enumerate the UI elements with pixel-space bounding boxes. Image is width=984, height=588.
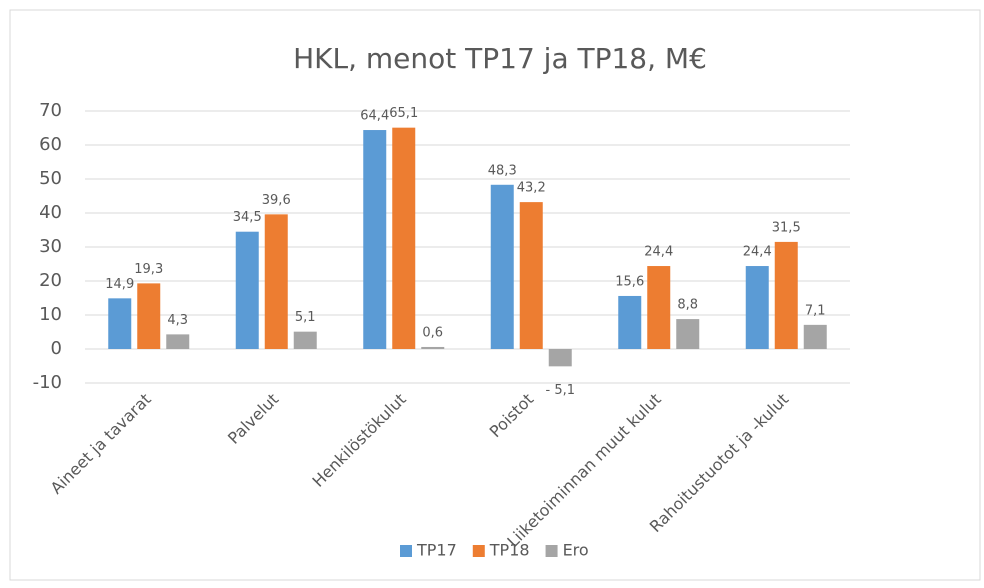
y-tick-label: -10	[33, 372, 62, 393]
bar	[519, 202, 543, 349]
data-label: 31,5	[772, 220, 801, 235]
data-label: 64,4	[360, 109, 389, 124]
bar	[293, 331, 317, 349]
data-label: 7,1	[805, 303, 826, 318]
data-label: 34,5	[233, 210, 262, 225]
data-label: 4,3	[167, 313, 188, 328]
bar	[803, 324, 827, 349]
data-label: 0,6	[422, 325, 443, 340]
bar	[363, 130, 387, 349]
data-label: 24,4	[644, 245, 673, 260]
bar	[166, 334, 190, 349]
legend-swatch	[545, 545, 558, 557]
legend-swatch	[472, 545, 485, 557]
data-label: 48,3	[488, 163, 517, 178]
data-label: 19,3	[134, 262, 163, 277]
bar	[392, 127, 416, 349]
legend-label: Ero	[563, 541, 589, 560]
bar	[745, 266, 769, 349]
y-tick-label: 10	[39, 304, 62, 325]
bar	[774, 241, 798, 349]
legend-label: TP17	[416, 541, 457, 560]
bar	[137, 283, 161, 349]
y-tick-label: 30	[39, 236, 62, 257]
legend-swatch	[400, 545, 412, 557]
bar	[421, 346, 445, 349]
data-label: - 5,1	[546, 383, 576, 398]
bar	[235, 231, 259, 349]
y-tick-label: 0	[51, 338, 62, 359]
chart-title: HKL, menot TP17 ja TP18, M€	[293, 42, 707, 75]
data-label: 43,2	[517, 181, 546, 196]
data-label: 8,8	[677, 298, 698, 313]
data-label: 15,6	[615, 274, 644, 289]
bar	[676, 319, 700, 349]
y-tick-label: 50	[39, 168, 62, 189]
bar	[548, 349, 572, 367]
data-label: 5,1	[295, 310, 316, 325]
y-tick-label: 60	[39, 134, 62, 155]
bar	[264, 214, 288, 349]
y-tick-label: 70	[39, 100, 62, 121]
bar	[618, 295, 642, 349]
data-label: 14,9	[105, 277, 134, 292]
data-label: 24,4	[743, 245, 772, 260]
y-tick-label: 40	[39, 202, 62, 223]
bar	[490, 184, 514, 349]
bar	[647, 266, 671, 349]
bar	[108, 298, 132, 349]
data-label: 39,6	[262, 193, 291, 208]
y-tick-label: 20	[39, 270, 62, 291]
data-label: 65,1	[389, 106, 418, 121]
legend-label: TP18	[489, 541, 530, 560]
